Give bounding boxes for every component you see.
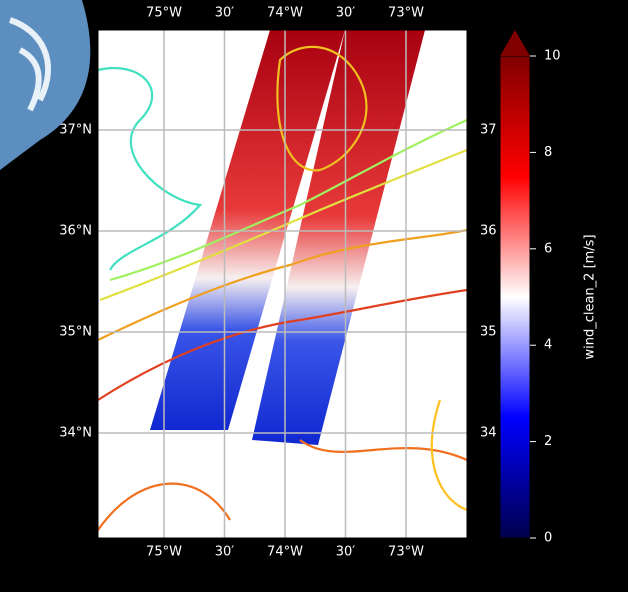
contour xyxy=(98,67,203,271)
labels: 75°W 75°W 30′ 30′ 74°W 74°W 30′ 30′ 73°W 73°W 37°N… xyxy=(59,6,424,560)
map-border xyxy=(97,29,468,539)
lon-label-top: 30′ xyxy=(215,6,235,21)
lat-label-right: 37 xyxy=(480,123,497,138)
contour xyxy=(430,399,467,512)
lat-label-right: 35 xyxy=(480,325,497,340)
contour xyxy=(276,45,368,172)
lat-label: 35°N xyxy=(59,325,92,340)
lon-label-bottom: 30′ xyxy=(215,545,235,560)
contour xyxy=(109,118,467,282)
lon-label-top: 73°W xyxy=(388,6,424,21)
lon-label-bottom: 75°W xyxy=(146,545,182,560)
contour xyxy=(99,148,467,302)
lat-label: 37°N xyxy=(59,123,92,138)
colorbar-tick-label: 8 xyxy=(544,145,552,160)
colorbar-extend xyxy=(500,30,530,56)
colorbar-tick-label: 0 xyxy=(544,531,552,546)
lon-label-bottom: 73°W xyxy=(388,545,424,560)
colorbar xyxy=(499,55,531,539)
colorbar-tick-label: 4 xyxy=(544,338,552,353)
thumbnail xyxy=(0,0,91,170)
lon-label-top: 74°W xyxy=(267,6,303,21)
lon-label-top: 75°W xyxy=(146,6,182,21)
colorbar-label: wind_clean_2 [m/s] xyxy=(583,234,598,359)
colorbar-tick-label: 6 xyxy=(544,241,552,256)
colorbar-tick-label: 2 xyxy=(544,434,552,449)
lat-label-right: 34 xyxy=(480,426,497,441)
lon-label-top: 30′ xyxy=(336,6,356,21)
graticule xyxy=(98,30,467,538)
lon-label-bottom: 30′ xyxy=(336,545,356,560)
contour xyxy=(98,288,467,401)
lat-label: 36°N xyxy=(59,224,92,239)
lon-label-bottom: 74°W xyxy=(267,545,303,560)
contour xyxy=(98,228,467,341)
swath-east xyxy=(252,30,425,445)
lat-label: 34°N xyxy=(59,426,92,441)
contour xyxy=(98,439,467,531)
colorbar-tick-label: 10 xyxy=(544,49,561,64)
lat-label-right: 36 xyxy=(480,224,497,239)
map-content xyxy=(98,30,467,538)
